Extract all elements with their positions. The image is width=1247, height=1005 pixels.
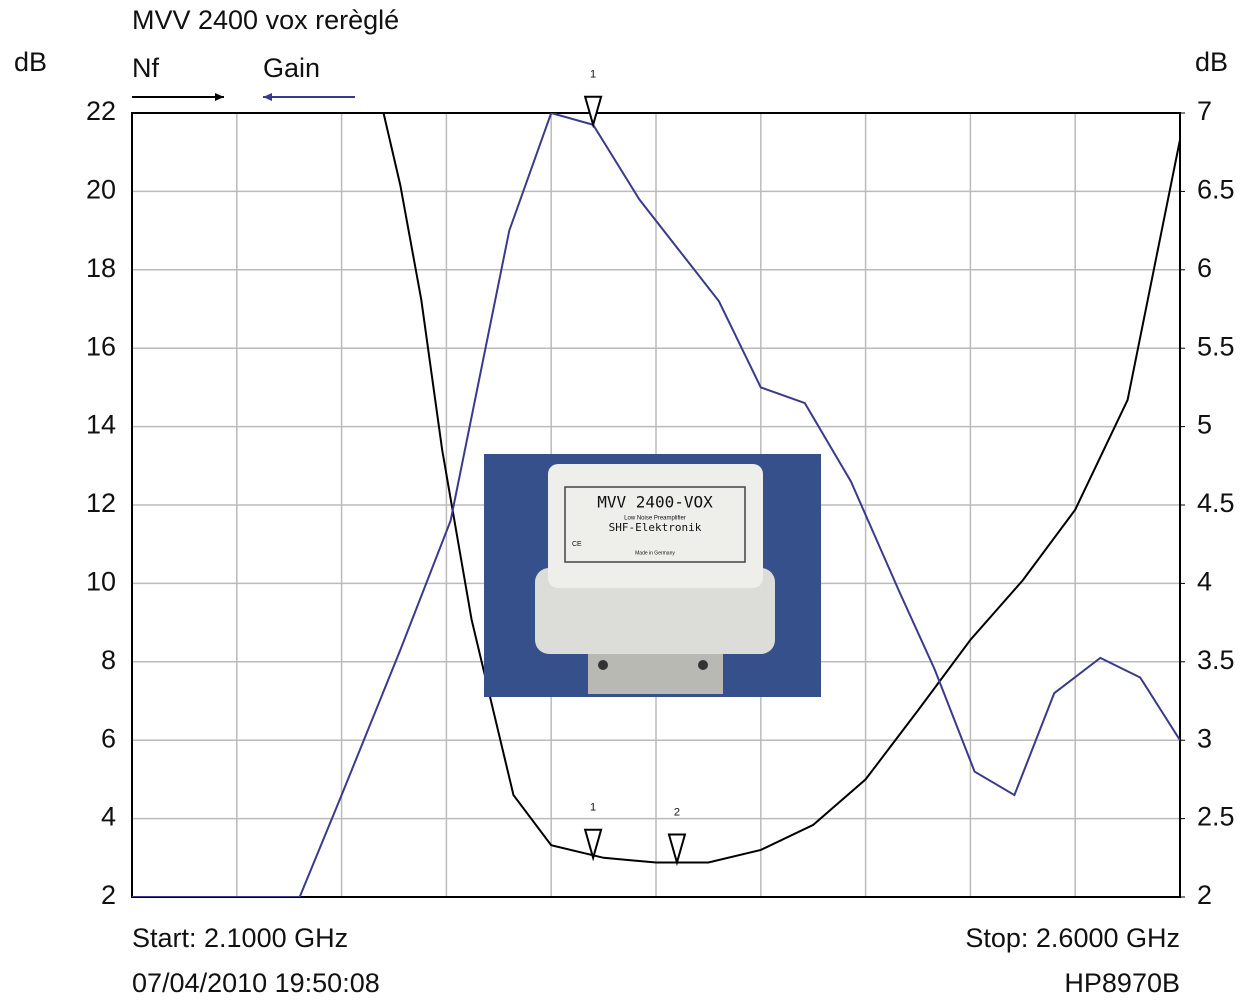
device-base [535, 568, 775, 654]
marker-label: 2 [674, 806, 680, 818]
y-tick-label: 16 [86, 331, 116, 361]
trace-line [382, 113, 1180, 864]
y2-tick-label: 7 [1197, 96, 1212, 126]
y2-tick-label: 3 [1197, 723, 1212, 753]
inset-mark: CE [572, 541, 582, 548]
y-tick-label: 10 [86, 567, 116, 597]
y2-tick-label: 4 [1197, 567, 1212, 597]
y2-tick-label: 2 [1197, 880, 1212, 910]
y-tick-label: 14 [86, 410, 116, 440]
legend-label: Nf [132, 53, 159, 83]
inset-subtitle: Low Noise Preamplifier [624, 516, 686, 522]
y-axis-label: dB [14, 47, 47, 77]
y2-tick-label: 6 [1197, 253, 1212, 283]
y2-axis-label: dB [1195, 47, 1228, 77]
y2-tick-label: 4.5 [1197, 488, 1235, 518]
stop-label: Stop: 2.6000 GHz [965, 923, 1180, 953]
inset-origin: Made in Germany [635, 550, 675, 556]
y2-tick-label: 3.5 [1197, 645, 1235, 675]
marker-label: 1 [590, 69, 596, 81]
y-tick-label: 22 [86, 96, 116, 126]
bracket-hole [598, 660, 608, 670]
y-tick-label: 18 [86, 253, 116, 283]
y2-tick-label: 5.5 [1197, 331, 1235, 361]
device-body [548, 464, 763, 588]
trace-line [132, 113, 1180, 897]
y-tick-label: 20 [86, 175, 116, 205]
inset-maker: SHF-Elektronik [609, 521, 702, 534]
traces [132, 113, 1180, 897]
y2-tick-label: 2.5 [1197, 802, 1235, 832]
device-label [564, 486, 746, 563]
marker [583, 828, 603, 862]
legend-arrowhead [263, 93, 272, 101]
chart-title: MVV 2400 vox rerèglé [132, 5, 399, 35]
y-tick-label: 12 [86, 488, 116, 518]
timestamp: 07/04/2010 19:50:08 [132, 968, 380, 998]
y-tick-label: 8 [101, 645, 116, 675]
y-tick-label: 2 [101, 880, 116, 910]
marker [583, 95, 603, 129]
marker [667, 833, 687, 867]
y-tick-label: 4 [101, 802, 116, 832]
legend-arrowhead [215, 93, 224, 101]
y2-tick-label: 5 [1197, 410, 1212, 440]
instrument: HP8970B [1064, 968, 1180, 998]
legend-label: Gain [263, 53, 320, 83]
bracket [588, 650, 723, 694]
y-tick-label: 6 [101, 723, 116, 753]
bracket-hole [698, 660, 708, 670]
y2-tick-label: 6.5 [1197, 175, 1235, 205]
inset-photo: MVV 2400-VOX Low Noise Preamplifier SHF-… [484, 454, 821, 697]
inset-model: MVV 2400-VOX [597, 493, 713, 512]
start-label: Start: 2.1000 GHz [132, 923, 348, 953]
marker-label: 1 [590, 802, 596, 814]
